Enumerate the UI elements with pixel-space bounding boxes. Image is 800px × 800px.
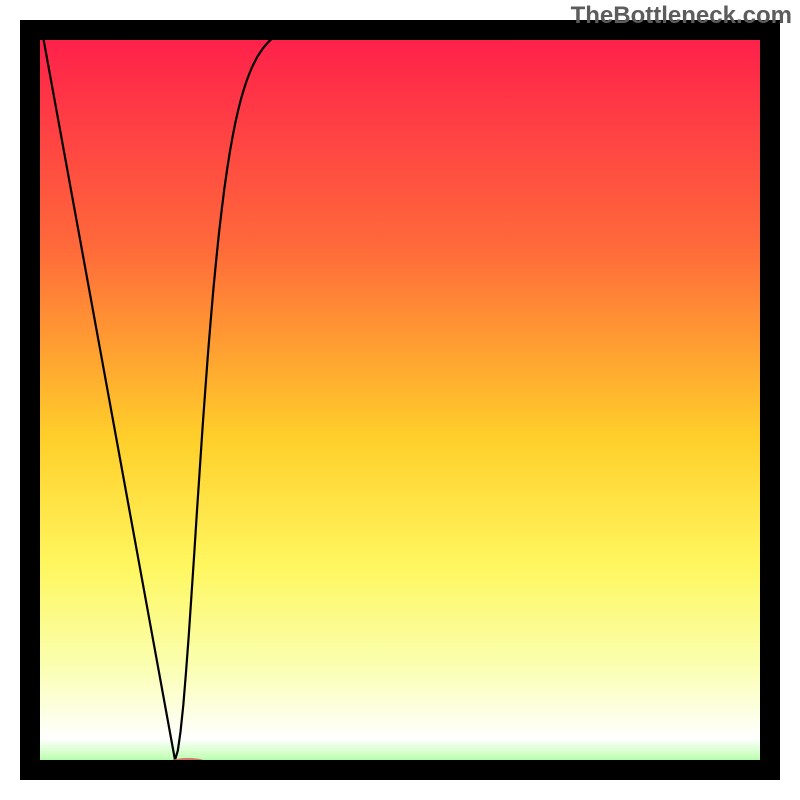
chart-container: TheBottleneck.com — [0, 0, 800, 800]
bottleneck-chart-svg — [0, 0, 800, 800]
watermark-text: TheBottleneck.com — [571, 2, 792, 30]
gradient-background — [20, 20, 780, 780]
